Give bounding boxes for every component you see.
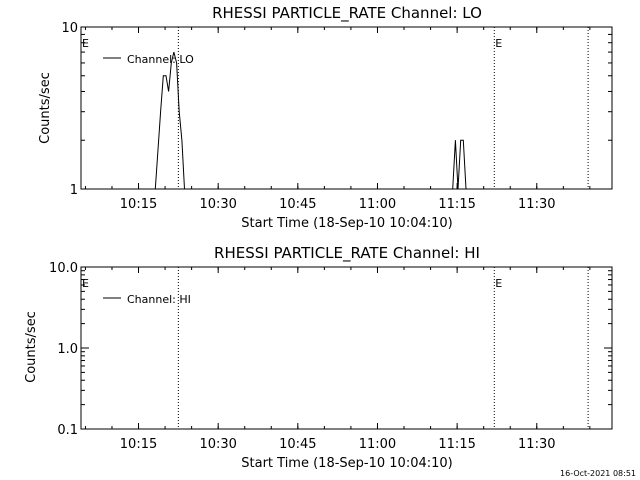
x-tick-label-lo: 10:15: [120, 197, 157, 212]
event-label-hi: E: [82, 277, 89, 290]
x-axis-label-lo: Start Time (18-Sep-10 10:04:10): [241, 216, 452, 231]
panel-lo: RHESSI PARTICLE_RATE Channel: LO Counts/…: [38, 4, 613, 231]
panel-hi: RHESSI PARTICLE_RATE Channel: HI Counts/…: [24, 244, 613, 471]
y-tick-label-lo: 1: [70, 183, 78, 198]
event-label-lo: E: [82, 37, 89, 50]
event-label-hi: E: [495, 277, 502, 290]
x-tick-label-hi: 10:15: [120, 437, 157, 452]
x-axis-label-hi: Start Time (18-Sep-10 10:04:10): [241, 456, 452, 471]
event-label-lo: E: [495, 37, 502, 50]
x-tick-label-hi: 11:30: [518, 437, 555, 452]
legend-label-lo: Channel: LO: [127, 53, 194, 66]
x-tick-label-lo: 10:45: [279, 197, 316, 212]
y-tick-label-hi: 1.0: [57, 342, 78, 357]
x-tick-label-hi: 10:30: [199, 437, 236, 452]
legend-label-hi: Channel: HI: [127, 293, 191, 306]
y-axis-label-hi: Counts/sec: [24, 311, 39, 383]
x-tick-label-lo: 10:30: [199, 197, 236, 212]
y-tick-label-hi: 0.1: [57, 423, 78, 438]
chart-title-hi: RHESSI PARTICLE_RATE Channel: HI: [214, 244, 480, 263]
x-tick-label-lo: 11:15: [438, 197, 475, 212]
series-line-lo: [154, 51, 185, 190]
y-axis-label-lo: Counts/sec: [38, 72, 53, 144]
x-tick-label-hi: 11:15: [438, 437, 475, 452]
x-tick-label-lo: 11:00: [359, 197, 396, 212]
x-tick-label-hi: 10:45: [279, 437, 316, 452]
plot-frame-lo: [80, 26, 613, 190]
footer-timestamp: 16-Oct-2021 08:51: [560, 469, 636, 478]
series-line-lo: [452, 139, 469, 190]
y-tick-label-hi: 10.0: [49, 261, 78, 276]
y-tick-label-lo: 10: [61, 21, 78, 36]
plot-frame-hi: [80, 266, 613, 430]
x-tick-label-hi: 11:00: [359, 437, 396, 452]
chart-title-lo: RHESSI PARTICLE_RATE Channel: LO: [212, 4, 482, 23]
x-tick-label-lo: 11:30: [518, 197, 555, 212]
